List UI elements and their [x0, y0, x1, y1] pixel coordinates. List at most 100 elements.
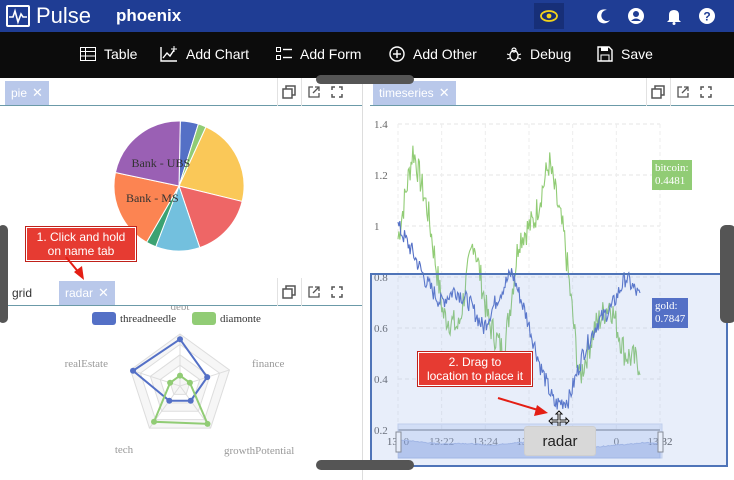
gold-series-value: 0.7847 [655, 313, 686, 325]
resize-handle-right[interactable] [720, 225, 734, 323]
resize-handle-bottom[interactable] [316, 460, 414, 470]
instruction-step-1-line-1: 1. Click and hold [36, 230, 126, 244]
radar-point[interactable] [204, 374, 211, 381]
zoom-handle-left[interactable] [395, 431, 402, 453]
maximize-icon[interactable] [325, 78, 349, 106]
timeseries-panel-controls [646, 78, 718, 106]
gold-series-name: gold: [655, 300, 678, 312]
close-icon[interactable]: ✕ [32, 85, 43, 100]
radar-indicator-label: realEstate [65, 358, 108, 370]
radar-point[interactable] [151, 418, 158, 425]
y-tick-label: 1.4 [374, 119, 388, 131]
y-tick-label: 0.2 [374, 425, 388, 437]
table-button[interactable]: Table [80, 46, 137, 62]
zoom-handle-right[interactable] [657, 431, 664, 453]
pie-panel-controls [277, 78, 349, 106]
tab-radar[interactable]: radar ✕ [59, 281, 115, 305]
x-tick-label: 13:22 [429, 436, 454, 448]
brand-name: Pulse [36, 3, 92, 28]
svg-text:?: ? [703, 10, 710, 24]
instruction-step-1: 1. Click and hold on name tab [26, 227, 136, 261]
radar-point[interactable] [177, 372, 183, 379]
pie-slice[interactable] [178, 126, 245, 203]
pie-slice[interactable] [114, 120, 181, 187]
resize-handle-left[interactable] [0, 225, 8, 323]
legend-swatch[interactable] [192, 312, 216, 325]
pie-chart: Bank - MS Bank - UBS [113, 120, 245, 252]
bitcoin-series-line[interactable] [397, 145, 641, 384]
tab-grid[interactable]: grid [6, 281, 38, 305]
radar-point[interactable] [187, 397, 194, 404]
legend-label[interactable]: threadneedle [120, 313, 176, 325]
radar-point[interactable] [204, 420, 211, 427]
tab-pie-label: pie [11, 86, 28, 100]
bitcoin-value-label: bitcoin: 0.4481 [652, 160, 692, 190]
radar-panel-controls [277, 278, 349, 306]
tab-pie[interactable]: pie ✕ [5, 81, 49, 105]
timeseries-panel-header: timeseries ✕ [370, 78, 734, 106]
user-icon[interactable] [626, 6, 646, 26]
x-tick-label: 0 [614, 436, 620, 448]
project-name: phoenix [116, 6, 182, 25]
maximize-icon[interactable] [694, 78, 718, 106]
radar-series-line[interactable] [131, 337, 209, 402]
bitcoin-series-value: 0.4481 [655, 175, 686, 187]
table-label: Table [104, 46, 138, 62]
moon-icon[interactable] [594, 6, 614, 26]
maximize-icon[interactable] [325, 278, 349, 306]
tab-radar-label: radar [65, 286, 94, 300]
popout-icon[interactable] [301, 78, 325, 106]
eye-icon[interactable] [534, 3, 564, 29]
radar-point[interactable] [167, 379, 174, 386]
radar-indicator-label: debt [171, 306, 190, 313]
pie-slice[interactable] [113, 171, 180, 244]
help-icon[interactable]: ? [697, 6, 717, 26]
y-tick-label: 0.4 [374, 374, 388, 386]
debug-button[interactable]: Debug [506, 46, 571, 62]
restore-icon[interactable] [277, 78, 301, 106]
add-form-button[interactable]: Add Form [276, 46, 361, 62]
radar-indicator-label: tech [115, 444, 134, 456]
bell-icon[interactable] [664, 6, 684, 26]
instruction-step-2-line-1: 2. Drag to [448, 355, 502, 369]
add-chart-icon [160, 46, 177, 62]
bug-icon [506, 47, 522, 62]
instruction-step-2-line-2: location to place it [426, 369, 524, 383]
popout-icon[interactable] [670, 78, 694, 106]
arrow-1 [65, 256, 84, 280]
y-tick-label: 1 [374, 221, 380, 233]
add-other-label: Add Other [413, 46, 477, 62]
radar-point[interactable] [177, 336, 183, 343]
radar-indicator-label: finance [252, 358, 284, 370]
gold-value-label: gold: 0.7847 [652, 298, 689, 328]
tab-grid-label: grid [12, 286, 33, 300]
radar-chart: threadneedle diamonte debt finance growthPot… [65, 306, 295, 457]
restore-icon[interactable] [646, 78, 670, 106]
radar-point[interactable] [130, 367, 137, 374]
add-chart-button[interactable]: Add Chart [160, 46, 249, 62]
save-label: Save [621, 46, 653, 62]
add-other-button[interactable]: Add Other [389, 46, 477, 62]
column-divider[interactable] [362, 78, 370, 480]
legend-label[interactable]: diamonte [220, 313, 261, 325]
radar-panel-header: grid radar ✕ [0, 278, 362, 306]
close-icon[interactable]: ✕ [438, 85, 450, 100]
close-icon[interactable]: ✕ [98, 285, 109, 300]
pulse-logo-icon [6, 5, 30, 27]
legend-swatch[interactable] [92, 312, 116, 325]
add-other-icon [389, 46, 405, 62]
radar-point[interactable] [186, 379, 193, 386]
restore-icon[interactable] [277, 278, 301, 306]
dragged-radar-tab: radar [524, 426, 596, 456]
add-form-label: Add Form [300, 46, 362, 62]
tab-timeseries[interactable]: timeseries ✕ [373, 81, 456, 105]
save-button[interactable]: Save [597, 46, 653, 62]
radar-indicator-label: growthPotential [224, 445, 294, 457]
bitcoin-series-name: bitcoin: [655, 162, 689, 174]
table-icon [80, 47, 96, 61]
resize-handle-top[interactable] [316, 75, 414, 84]
radar-point[interactable] [166, 397, 173, 404]
gold-series-line[interactable] [397, 220, 641, 410]
popout-icon[interactable] [301, 278, 325, 306]
